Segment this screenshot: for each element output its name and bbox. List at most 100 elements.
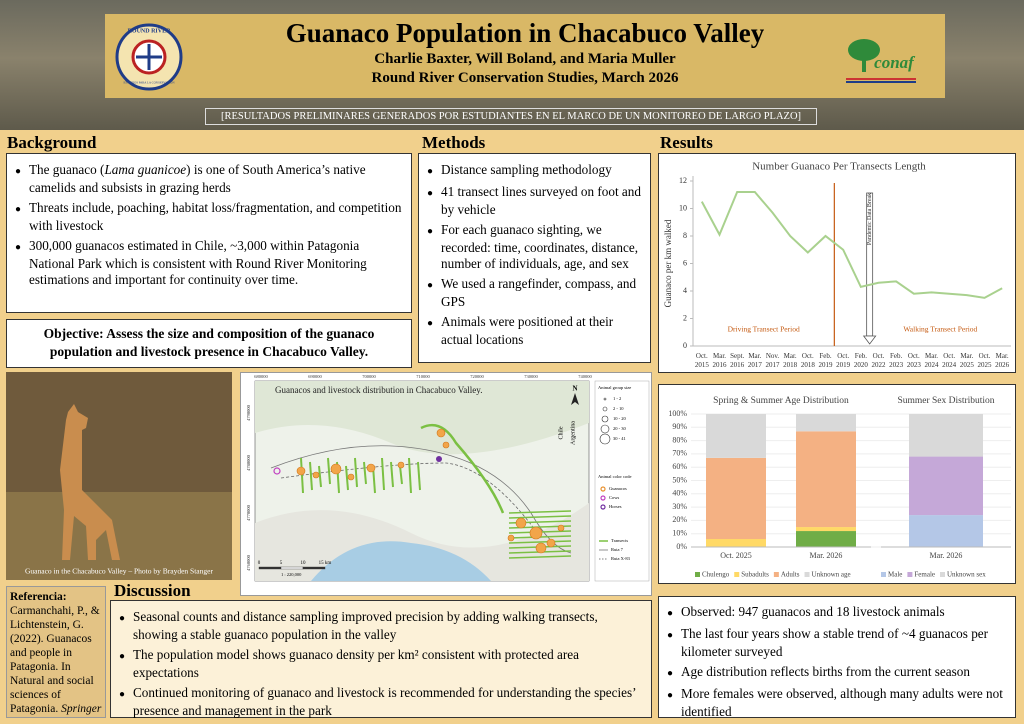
transect xyxy=(345,465,349,491)
legend-size xyxy=(600,424,610,434)
transect xyxy=(381,457,385,491)
bar-segment xyxy=(909,456,983,516)
reference-publisher: Springer xyxy=(61,703,102,715)
legend-size xyxy=(599,433,611,445)
logo-text: ROUND RIVER xyxy=(128,28,172,34)
y-tick-label: 20% xyxy=(672,515,687,524)
x-tick-label: Mar. 2026 xyxy=(810,551,843,560)
bullet: 41 transect lines surveyed on foot and b… xyxy=(427,184,644,218)
bullet: Seasonal counts and distance sampling im… xyxy=(119,609,645,643)
bar-segment xyxy=(909,414,983,457)
x-tick-label: Mar. 2024 xyxy=(925,352,940,369)
section-heading: Background xyxy=(7,133,97,152)
scale-bar xyxy=(280,566,304,570)
annotation: Pandemic Data Break xyxy=(867,193,873,245)
photo-ground xyxy=(6,492,232,580)
legend-size xyxy=(601,415,609,423)
title-box: Guanaco Population in Chacabuco Valley C… xyxy=(105,14,945,98)
y-tick-label: 90% xyxy=(672,422,687,431)
y-tick-label: 70% xyxy=(672,449,687,458)
y-axis-label: Guanaco per km walked xyxy=(663,219,673,307)
logo-trunk xyxy=(862,56,866,72)
country-label: Chile xyxy=(558,426,564,439)
transect xyxy=(508,540,572,544)
sighting xyxy=(535,542,547,554)
coord-label: 4790000 xyxy=(246,404,251,421)
sighting xyxy=(296,466,306,476)
legend-label: 1 - 2 xyxy=(613,396,621,401)
text: ) is one of South America’s native camel… xyxy=(29,162,366,195)
x-tick-label: Oct. 2018 xyxy=(801,352,816,369)
logo-round-river: ROUND RIVER ESTUDIOS PARA LA CONSERVACIÓ… xyxy=(115,23,183,91)
logo-stripe xyxy=(846,81,916,83)
coord-label: 700000 xyxy=(362,374,376,379)
coord-label: 4780000 xyxy=(246,454,251,471)
chart-title: Summer Sex Distribution xyxy=(897,396,994,406)
logo-text: conaf xyxy=(874,53,916,72)
transect xyxy=(318,465,322,488)
legend-swatch xyxy=(695,572,700,577)
legend-swatch xyxy=(734,572,740,577)
bar-segment xyxy=(796,431,856,528)
sighting xyxy=(366,463,376,473)
transect xyxy=(309,461,313,491)
section-heading: Results xyxy=(660,133,713,152)
photo: Guanaco in the Chacabuco Valley – Photo … xyxy=(6,372,232,580)
bullet: Age distribution reflects births from th… xyxy=(667,664,1009,682)
annotation: Driving Transect Period xyxy=(728,325,800,334)
y-tick-label: 4 xyxy=(683,286,687,295)
legend-swatch xyxy=(881,572,886,577)
x-tick-label: Mar. 2018 xyxy=(783,352,798,369)
transect xyxy=(408,457,412,494)
legend-label: Subadults xyxy=(741,571,769,579)
scale-label: 10 xyxy=(301,561,307,566)
y-tick-label: 6 xyxy=(683,258,687,267)
x-tick-label: Mar. 2017 xyxy=(748,352,763,369)
x-tick-label: Feb. 2023 xyxy=(889,352,904,369)
transect xyxy=(417,461,421,491)
scale-label: 5 xyxy=(280,561,283,566)
map: Guanacos and livestock distribution in C… xyxy=(240,372,652,596)
bar-segment xyxy=(796,414,856,432)
scale-label: 15 km xyxy=(319,561,332,566)
sighting xyxy=(529,526,543,540)
transect xyxy=(399,465,403,485)
legend-color xyxy=(600,486,606,492)
transect xyxy=(420,423,505,514)
logo-tree xyxy=(848,39,880,61)
bar-segment xyxy=(796,531,856,547)
legend-swatch xyxy=(804,572,810,577)
legend-swatch xyxy=(907,572,913,577)
x-tick-label: Mar. 2026 xyxy=(930,551,963,560)
legend-label: Adults xyxy=(781,571,800,579)
coord-label: 740000 xyxy=(578,374,592,379)
legend-label: Transects xyxy=(611,538,628,543)
coord-label: 720000 xyxy=(470,374,484,379)
legend-heading: Animal color code xyxy=(598,474,632,479)
bar-segment xyxy=(796,527,856,532)
legend-label: Ruta X-83 xyxy=(611,556,631,561)
country-label: Argentina xyxy=(570,421,576,445)
terrain xyxy=(255,381,589,455)
bullet: Continued monitoring of guanaco and live… xyxy=(119,685,645,719)
bullet: The population model shows guanaco densi… xyxy=(119,647,645,681)
photo-caption: Guanaco in the Chacabuco Valley – Photo … xyxy=(25,567,213,576)
legend-label: Unknown age xyxy=(812,571,851,579)
reference-heading: Referencia: xyxy=(10,591,67,603)
x-tick-label: Oct. 2025 xyxy=(720,551,752,560)
y-tick-label: 8 xyxy=(683,231,687,240)
transect xyxy=(363,461,367,485)
logo-stripe xyxy=(846,78,916,80)
sighting xyxy=(347,473,355,481)
y-tick-label: 10% xyxy=(672,529,687,538)
legend-label: Chulengo xyxy=(702,571,730,579)
y-tick-label: 60% xyxy=(672,462,687,471)
x-tick-label: Mar. 2016 xyxy=(713,352,728,369)
legend-label: Ruta 7 xyxy=(611,547,624,552)
legend-label: 2 - 10 xyxy=(613,406,624,411)
x-tick-label: Oct. 2025 xyxy=(978,352,993,369)
legend-label: Cows xyxy=(609,495,620,500)
bar-segment xyxy=(706,457,766,540)
x-tick-label: Oct. 2024 xyxy=(942,352,957,369)
